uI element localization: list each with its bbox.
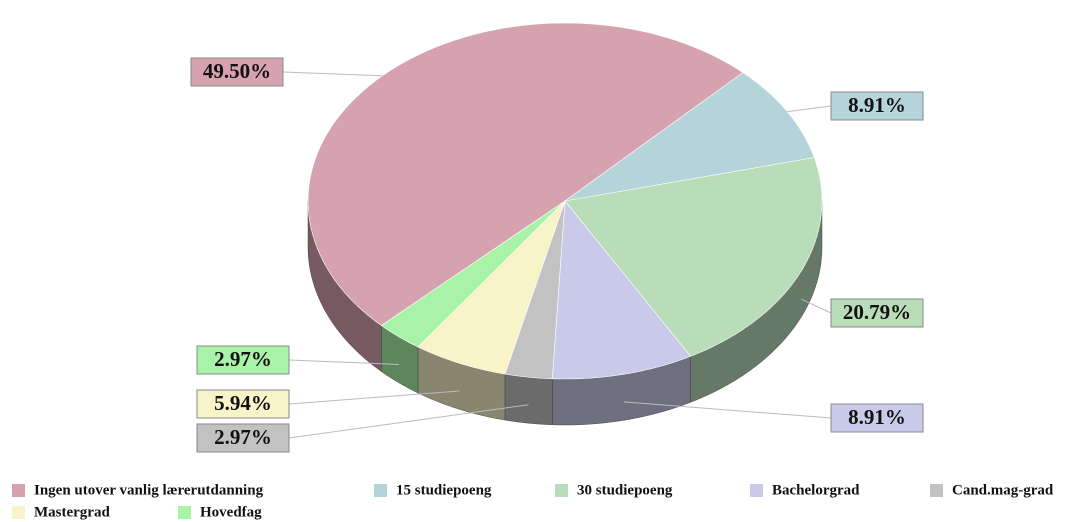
legend-swatch — [555, 484, 568, 497]
legend-label: Bachelorgrad — [772, 482, 860, 498]
slice — [307, 22, 744, 326]
legend-swatch — [374, 484, 387, 497]
legend-label: 15 studiepoeng — [396, 482, 492, 498]
legend-label: Cand.mag-grad — [952, 482, 1054, 498]
legend-label: Hovedfag — [200, 504, 262, 520]
slice — [380, 200, 566, 348]
label-box — [196, 389, 290, 419]
label-box — [830, 403, 924, 433]
legend-label: 30 studiepoeng — [577, 482, 673, 498]
leader-line — [282, 71, 383, 77]
legend-label: Ingen utover vanlig lærerutdanning — [34, 482, 264, 498]
slice — [564, 157, 823, 357]
legend-label: Mastergrad — [34, 504, 110, 520]
data-label: 49.50% — [203, 59, 271, 83]
data-label: 20.79% — [843, 300, 911, 324]
legend-swatch — [750, 484, 763, 497]
label-box — [830, 298, 924, 328]
legend-swatch — [930, 484, 943, 497]
data-label: 2.97% — [214, 425, 272, 449]
slice — [564, 72, 815, 202]
legend-swatch — [12, 484, 25, 497]
slice — [504, 200, 566, 380]
data-label: 2.97% — [214, 347, 272, 371]
slice-side — [504, 373, 553, 425]
legend-swatch — [178, 506, 191, 519]
leader-line — [288, 390, 460, 405]
slice — [417, 200, 566, 375]
data-label: 8.91% — [848, 405, 906, 429]
label-box — [196, 423, 290, 453]
leader-line — [623, 401, 832, 419]
leader-line — [288, 404, 529, 439]
label-box — [190, 57, 284, 87]
leader-line — [787, 105, 832, 113]
slice — [551, 200, 692, 380]
data-label: 5.94% — [214, 391, 272, 415]
data-label: 8.91% — [848, 93, 906, 117]
leader-line — [800, 298, 832, 314]
label-box — [830, 91, 924, 121]
legend-swatch — [12, 506, 25, 519]
label-box — [196, 345, 290, 375]
leader-line — [288, 359, 399, 365]
